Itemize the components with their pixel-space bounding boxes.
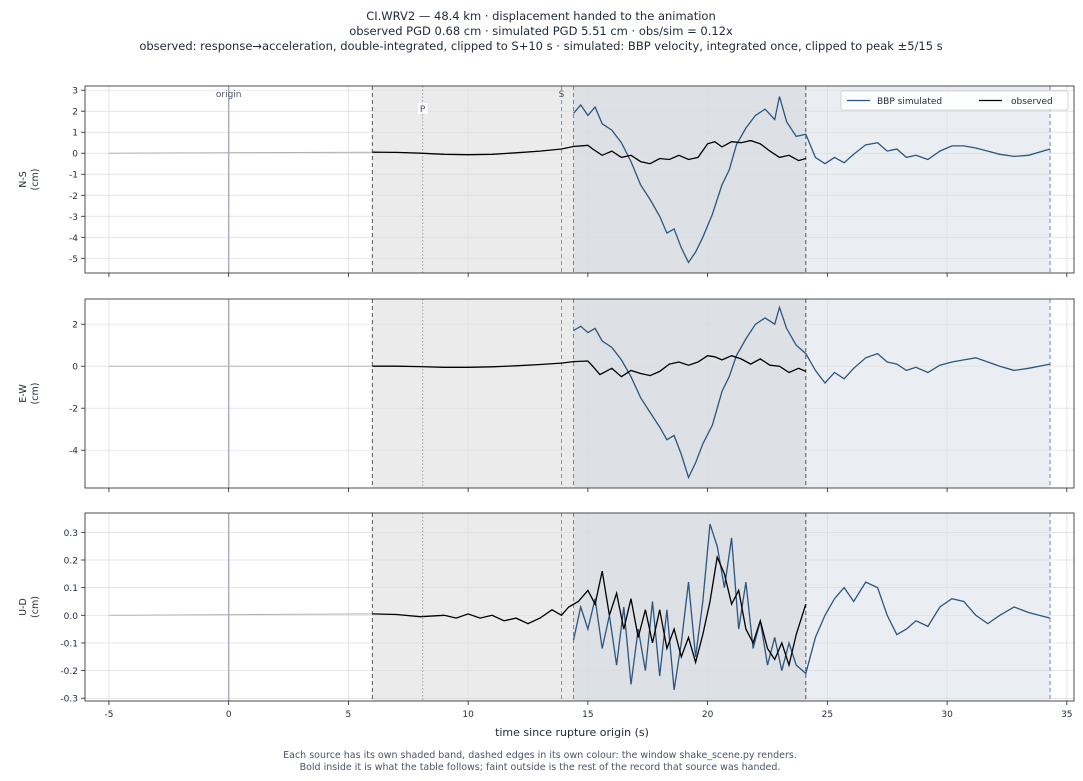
- figure-title-block: CI.WRV2 — 48.4 km · displacement handed …: [139, 9, 942, 53]
- panel-frame: [84, 85, 1075, 274]
- y-tick-label: -4: [69, 234, 78, 244]
- y-tick-label: -0.1: [60, 639, 78, 649]
- panel-u-d: -0.3 -0.2 -0.1 0.0 0.1 0.2 0.3 -5 0 5 10 15 20 25 30 35…: [18, 512, 1075, 720]
- simulated-line: [573, 305, 1051, 480]
- y-axis-label-unit: (cm): [30, 383, 41, 405]
- y-tick-label: 0.3: [64, 529, 78, 539]
- simulated-line: [572, 523, 1051, 690]
- title-line: observed: response→acceleration, double-…: [139, 39, 942, 53]
- observed-line: [372, 355, 807, 378]
- simulated-window-band: [573, 299, 1051, 488]
- band-overlap: [573, 299, 806, 488]
- y-tick-label: 2: [72, 321, 78, 331]
- marker-label-p: P: [420, 105, 426, 115]
- footer-line: Each source has its own shaded band, das…: [283, 750, 797, 761]
- y-tick-label: -5: [69, 255, 78, 265]
- y-tick-label: 2: [72, 108, 78, 118]
- y-axis-label-line: U-D: [18, 598, 29, 616]
- series-group: [108, 523, 1051, 690]
- legend-box: [840, 90, 1069, 111]
- panel-n-s: -5 -4 -3 -2 -1 0 1 2 3 N-S (cm) origin P S BBP simulat…: [18, 85, 1075, 277]
- y-axis-label-unit: (cm): [30, 596, 41, 618]
- simulated-window-band: [573, 86, 1051, 273]
- x-tick-label: -5: [104, 710, 113, 720]
- footer-line: Bold inside it is what the table follows…: [300, 762, 781, 773]
- panel-frame: [84, 298, 1075, 489]
- y-tick-label: 1: [72, 129, 78, 139]
- x-tick-label: 25: [822, 710, 833, 720]
- x-axis-label-group: time since rupture origin (s): [495, 726, 649, 739]
- panel-e-w: -4 -2 0 2 E-W (cm): [18, 298, 1075, 492]
- x-tick-label: 15: [582, 710, 593, 720]
- y-tick-label: 0.2: [64, 557, 78, 567]
- observed-line: [372, 554, 807, 668]
- y-axis-label: E-W (cm): [18, 383, 41, 405]
- y-axis-label-line: N-S: [18, 171, 29, 188]
- panel-frame: [84, 512, 1075, 702]
- x-tick-label: 35: [1061, 710, 1072, 720]
- title-line: observed PGD 0.68 cm · simulated PGD 5.5…: [349, 24, 733, 38]
- x-tick-label: 5: [346, 710, 352, 720]
- y-tick-label: 0: [72, 363, 78, 373]
- legend: BBP simulated observed: [840, 90, 1069, 111]
- simulated-line: [573, 96, 1051, 264]
- x-tick-label: 20: [702, 710, 714, 720]
- series-group: [108, 96, 1051, 264]
- y-tick-label: -4: [69, 447, 78, 457]
- y-axis-label-unit: (cm): [30, 169, 41, 191]
- y-tick-label: 3: [72, 87, 78, 97]
- legend-label-simulated: BBP simulated: [877, 97, 942, 107]
- p-label-bg: [417, 103, 428, 114]
- y-tick-label: -3: [69, 213, 78, 223]
- y-axis-label: U-D (cm): [18, 596, 41, 618]
- x-tick-label: 30: [941, 710, 953, 720]
- band-overlap: [573, 86, 806, 273]
- observed-faint-line: [108, 151, 373, 154]
- y-tick-label: 0.1: [64, 584, 78, 594]
- y-tick-label: 0.0: [64, 612, 79, 622]
- series-group: [108, 305, 1051, 480]
- y-tick-label: -1: [69, 171, 78, 181]
- title-line: CI.WRV2 — 48.4 km · displacement handed …: [366, 9, 716, 23]
- y-axis-label: N-S (cm): [18, 169, 41, 191]
- footer-note: Each source has its own shaded band, das…: [283, 750, 797, 773]
- marker-label-s: S: [559, 90, 565, 100]
- observed-line: [372, 139, 806, 165]
- y-tick-label: -0.2: [60, 667, 78, 677]
- x-tick-label: 10: [462, 710, 474, 720]
- y-axis-label-line: E-W: [18, 384, 29, 403]
- y-tick-label: 0: [72, 150, 78, 160]
- x-tick-label: 0: [226, 710, 232, 720]
- y-tick-label: -2: [69, 405, 78, 415]
- marker-label-origin: origin: [216, 90, 242, 100]
- y-tick-label: -0.3: [60, 695, 78, 705]
- observed-faint-line: [108, 613, 373, 616]
- y-tick-label: -2: [69, 192, 78, 202]
- legend-label-observed: observed: [1011, 97, 1053, 107]
- x-axis-label: time since rupture origin (s): [495, 726, 649, 739]
